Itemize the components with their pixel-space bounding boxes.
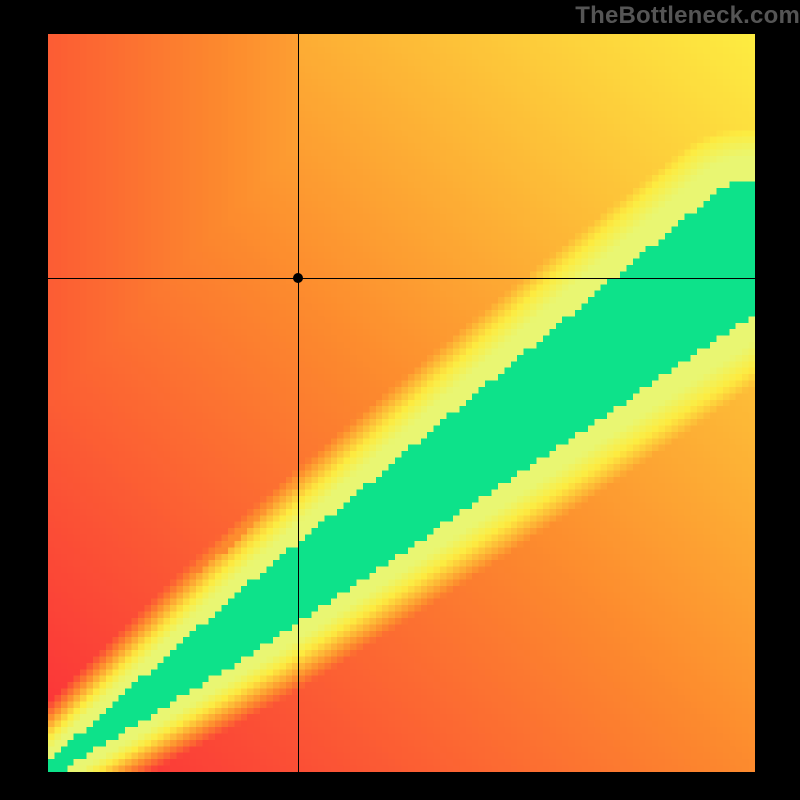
crosshair-horizontal xyxy=(48,278,755,279)
plot-area xyxy=(48,34,755,772)
marker-point xyxy=(293,273,303,283)
crosshair-vertical xyxy=(298,34,299,772)
heatmap-canvas xyxy=(48,34,755,772)
chart-container: TheBottleneck.com xyxy=(0,0,800,800)
watermark-text: TheBottleneck.com xyxy=(575,2,800,30)
